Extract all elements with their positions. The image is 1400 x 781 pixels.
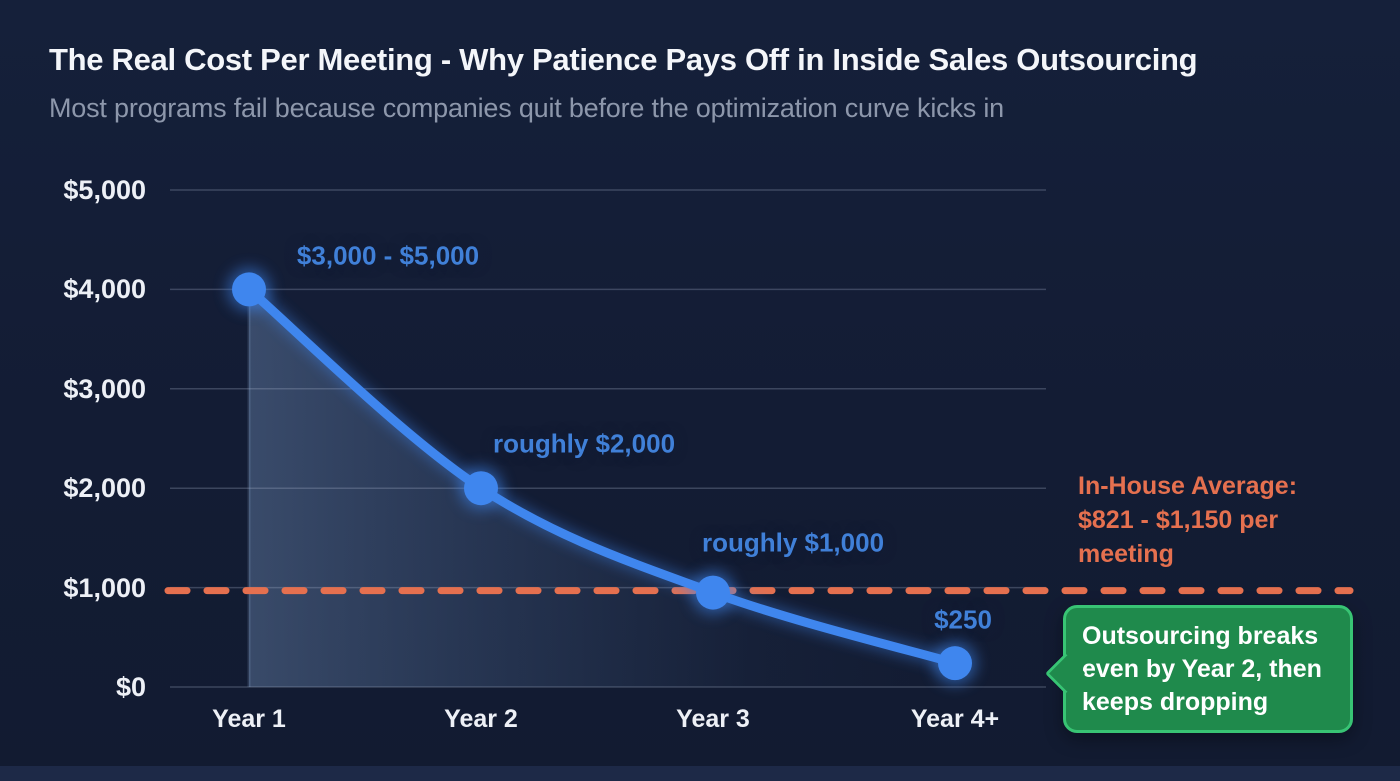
data-point [696,575,730,610]
y-tick-label: $5,000 [63,175,146,205]
y-tick-label: $1,000 [63,572,146,603]
data-point [464,471,498,506]
point-annotation: roughly $2,000 [492,428,676,459]
y-tick-label: $0 [115,672,146,702]
y-tick-label: $2,000 [63,473,146,504]
x-tick-label: Year 1 [212,705,286,733]
point-annotation: roughly $1,000 [701,527,885,558]
callout-bubble: Outsourcing breaks even by Year 2, then … [1044,605,1353,733]
point-annotation: $250 [934,604,992,635]
cost-curve [244,284,960,668]
y-tick-label: $4,000 [63,274,146,305]
chart-subtitle: Most programs fail because companies qui… [49,93,1004,123]
x-tick-label: Year 2 [444,705,518,733]
chart-title: The Real Cost Per Meeting - Why Patience… [49,42,1198,77]
y-tick-label: $3,000 [63,373,146,404]
data-point [232,272,266,307]
area-fill [249,289,955,687]
x-tick-label: Year 3 [676,705,750,733]
x-tick-label: Year 4+ [910,705,1000,733]
bottom-strip [0,766,1400,781]
point-annotation: $3,000 - $5,000 [296,240,480,271]
benchmark-label: In-House Average: $821 - $1,150 per meet… [1078,472,1298,568]
callout-text: Outsourcing breaks even by Year 2, then … [1082,622,1322,716]
data-point [938,646,972,681]
